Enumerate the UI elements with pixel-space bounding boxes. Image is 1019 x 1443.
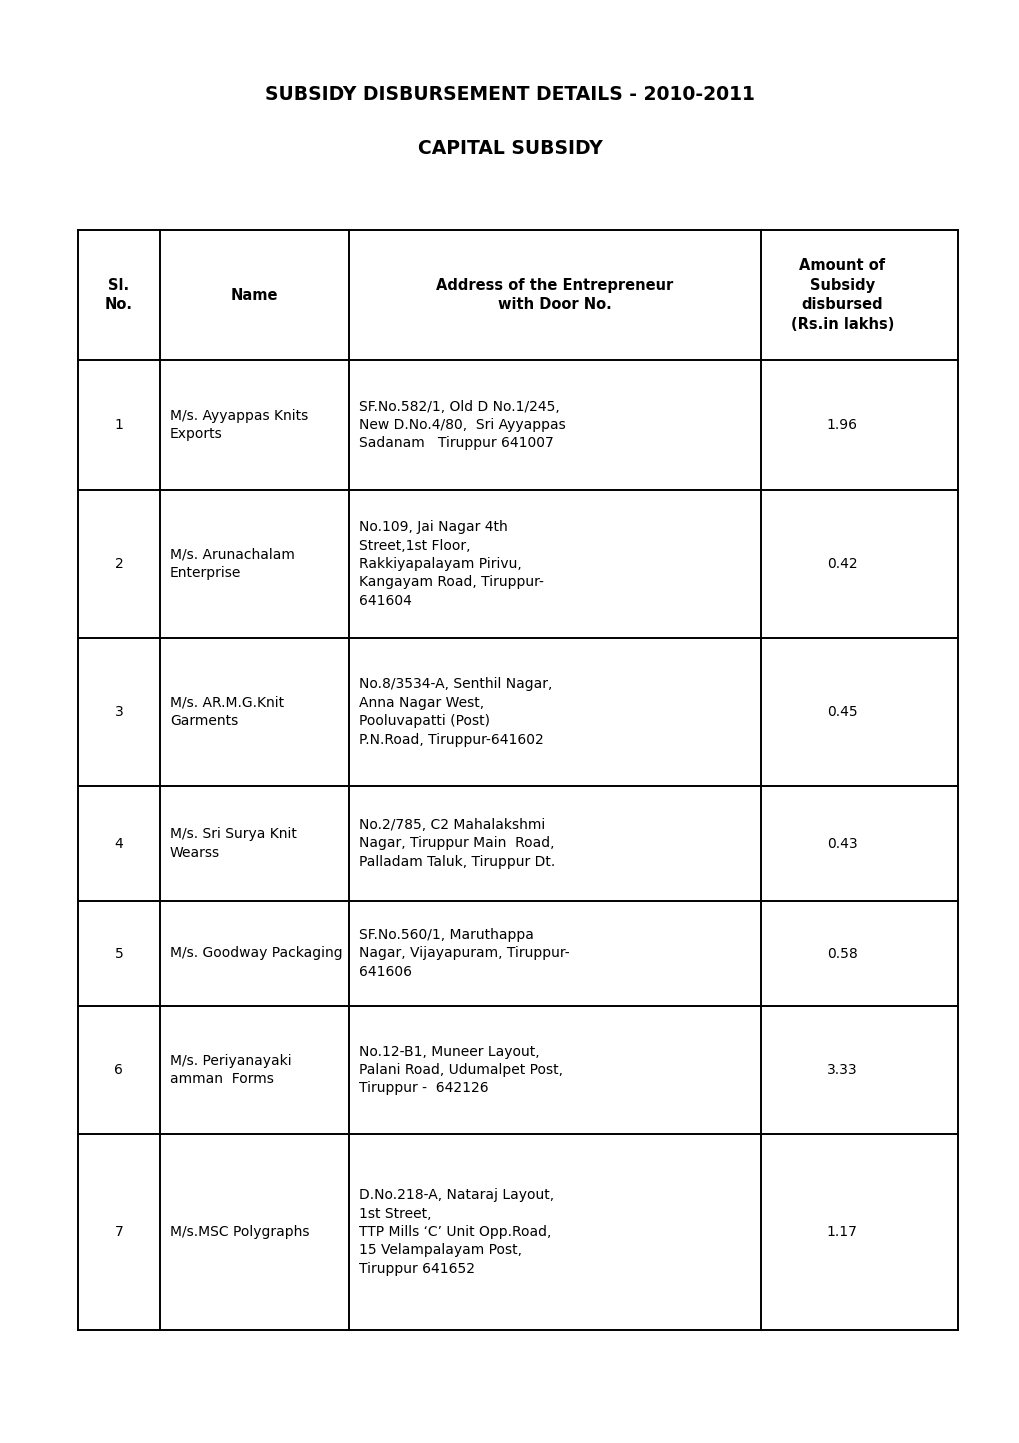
Text: Sl.
No.: Sl. No. — [105, 277, 132, 312]
Text: 2: 2 — [114, 557, 123, 571]
Text: M/s. Goodway Packaging: M/s. Goodway Packaging — [170, 947, 342, 961]
Text: 0.45: 0.45 — [826, 706, 857, 719]
Text: M/s. AR.M.G.Knit
Garments: M/s. AR.M.G.Knit Garments — [170, 696, 283, 729]
Text: 7: 7 — [114, 1225, 123, 1240]
Text: Address of the Entrepreneur
with Door No.: Address of the Entrepreneur with Door No… — [436, 277, 673, 312]
Text: 1.96: 1.96 — [826, 418, 857, 431]
Text: 1.17: 1.17 — [826, 1225, 857, 1240]
Text: M/s. Periyanayaki
amman  Forms: M/s. Periyanayaki amman Forms — [170, 1053, 291, 1087]
Text: No.12-B1, Muneer Layout,
Palani Road, Udumalpet Post,
Tiruppur -  642126: No.12-B1, Muneer Layout, Palani Road, Ud… — [359, 1045, 562, 1095]
Text: 1: 1 — [114, 418, 123, 431]
Text: 6: 6 — [114, 1063, 123, 1076]
Text: 4: 4 — [114, 837, 123, 850]
Text: M/s. Sri Surya Knit
Wearss: M/s. Sri Surya Knit Wearss — [170, 827, 297, 860]
Text: M/s. Ayyappas Knits
Exports: M/s. Ayyappas Knits Exports — [170, 408, 308, 442]
Text: D.No.218-A, Nataraj Layout,
1st Street,
TTP Mills ‘C’ Unit Opp.Road,
15 Velampal: D.No.218-A, Nataraj Layout, 1st Street, … — [359, 1188, 553, 1276]
Text: M/s.MSC Polygraphs: M/s.MSC Polygraphs — [170, 1225, 309, 1240]
Text: 0.43: 0.43 — [826, 837, 857, 850]
Text: SF.No.560/1, Maruthappa
Nagar, Vijayapuram, Tiruppur-
641606: SF.No.560/1, Maruthappa Nagar, Vijayapur… — [359, 928, 569, 978]
Text: 0.58: 0.58 — [826, 947, 857, 961]
Text: No.109, Jai Nagar 4th
Street,1st Floor,
Rakkiyapalayam Pirivu,
Kangayam Road, Ti: No.109, Jai Nagar 4th Street,1st Floor, … — [359, 519, 543, 608]
Text: SF.No.582/1, Old D No.1/245,
New D.No.4/80,  Sri Ayyappas
Sadanam   Tiruppur 641: SF.No.582/1, Old D No.1/245, New D.No.4/… — [359, 400, 566, 450]
Text: 0.42: 0.42 — [826, 557, 857, 571]
Text: CAPITAL SUBSIDY: CAPITAL SUBSIDY — [417, 139, 602, 157]
Text: Amount of
Subsidy
disbursed
(Rs.in lakhs): Amount of Subsidy disbursed (Rs.in lakhs… — [790, 258, 893, 332]
Text: 3: 3 — [114, 706, 123, 719]
Text: 3.33: 3.33 — [826, 1063, 857, 1076]
Text: 5: 5 — [114, 947, 123, 961]
Text: No.8/3534-A, Senthil Nagar,
Anna Nagar West,
Pooluvapatti (Post)
P.N.Road, Tirup: No.8/3534-A, Senthil Nagar, Anna Nagar W… — [359, 677, 552, 746]
Text: SUBSIDY DISBURSEMENT DETAILS - 2010-2011: SUBSIDY DISBURSEMENT DETAILS - 2010-2011 — [265, 85, 754, 104]
Text: M/s. Arunachalam
Enterprise: M/s. Arunachalam Enterprise — [170, 548, 294, 580]
Text: Name: Name — [230, 287, 278, 303]
Text: No.2/785, C2 Mahalakshmi
Nagar, Tiruppur Main  Road,
Palladam Taluk, Tiruppur Dt: No.2/785, C2 Mahalakshmi Nagar, Tiruppur… — [359, 818, 554, 869]
